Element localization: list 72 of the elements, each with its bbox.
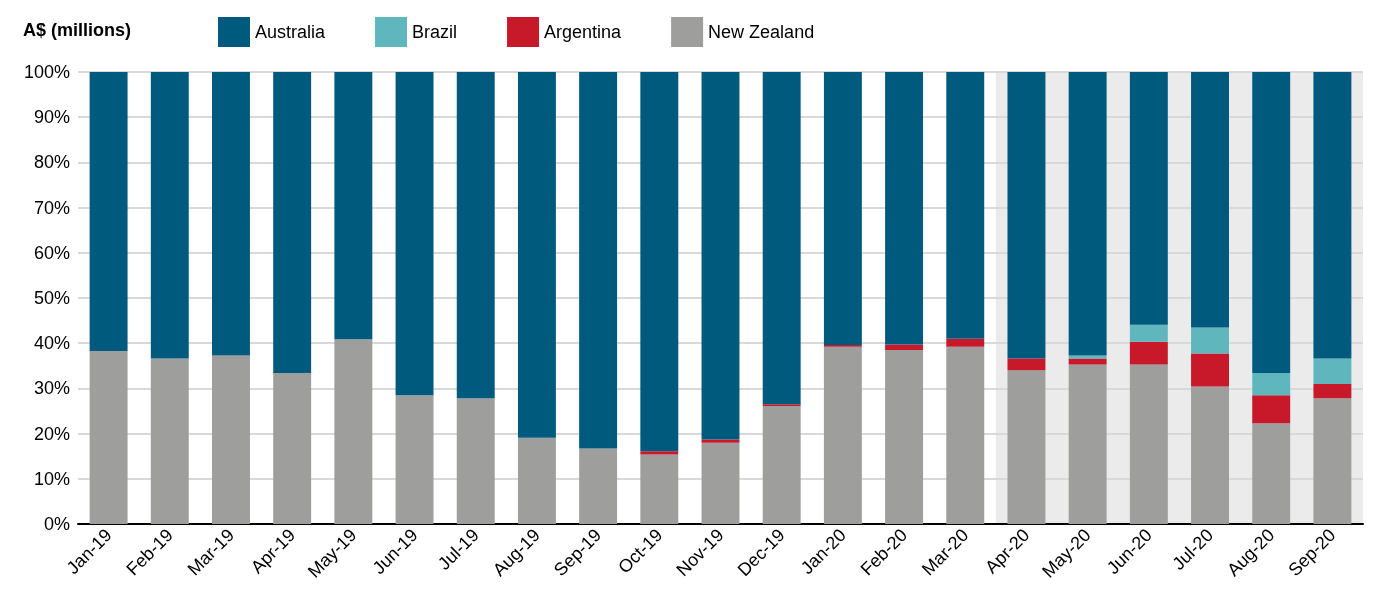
- y-tick-label: 10%: [33, 468, 70, 489]
- y-tick-label: 50%: [33, 288, 70, 308]
- bar: [640, 451, 679, 455]
- bar: [1129, 364, 1168, 524]
- bar: [212, 355, 250, 524]
- legend-label: New Zealand: [708, 22, 815, 42]
- bar: [456, 398, 495, 524]
- bar: [1129, 72, 1168, 325]
- bar: [823, 346, 862, 524]
- y-tick-label: 80%: [33, 152, 70, 173]
- bar: [1313, 358, 1352, 384]
- bar: [885, 349, 924, 524]
- bar: [1252, 72, 1291, 374]
- bar: [640, 72, 679, 452]
- bar: [150, 358, 189, 524]
- y-axis-title: A$ (millions): [23, 20, 132, 40]
- bar: [1191, 353, 1229, 387]
- y-tick-label: 0%: [43, 514, 70, 534]
- y-tick-label: 20%: [33, 423, 70, 444]
- y-tick-label: 100%: [23, 62, 70, 82]
- bar: [1129, 341, 1168, 365]
- bar: [579, 72, 618, 449]
- bar: [1191, 327, 1229, 354]
- bar: [946, 72, 985, 339]
- bar: [1191, 72, 1229, 328]
- bar: [885, 344, 924, 350]
- bar: [762, 72, 801, 405]
- bar: [1129, 324, 1168, 342]
- bar: [946, 346, 985, 524]
- bar: [273, 72, 312, 374]
- bar: [701, 442, 740, 524]
- y-tick-label: 70%: [33, 197, 70, 218]
- bar: [1313, 398, 1352, 524]
- bar: [1068, 364, 1107, 524]
- y-tick-label: 90%: [33, 107, 70, 128]
- legend-label: Australia: [255, 22, 327, 42]
- bar: [1007, 72, 1046, 359]
- bar: [334, 339, 373, 524]
- bar: [212, 72, 250, 356]
- bar: [1007, 358, 1046, 371]
- y-tick-label: 30%: [33, 378, 70, 399]
- bar: [89, 72, 128, 351]
- bar: [1313, 383, 1352, 399]
- bar: [823, 72, 862, 346]
- bar: [517, 72, 556, 438]
- bar: [1007, 370, 1046, 524]
- legend-label: Argentina: [544, 22, 623, 42]
- bar: [1313, 72, 1352, 359]
- bar: [701, 72, 740, 440]
- bar: [1252, 373, 1291, 396]
- y-tick-label: 60%: [33, 242, 70, 263]
- bar: [640, 454, 679, 524]
- bar: [1068, 355, 1107, 359]
- bar: [150, 72, 189, 359]
- bar: [273, 373, 312, 524]
- bar: [579, 448, 618, 524]
- legend-label: Brazil: [412, 22, 458, 42]
- bar: [1252, 395, 1291, 424]
- bar: [1068, 72, 1107, 356]
- bar: [946, 338, 985, 347]
- bar: [885, 72, 924, 345]
- bar: [334, 72, 373, 340]
- bar: [395, 395, 434, 524]
- bar: [1191, 386, 1229, 524]
- bar: [89, 350, 128, 524]
- bar: [395, 72, 434, 396]
- bar: [1252, 423, 1291, 524]
- bar: [517, 437, 556, 524]
- bar: [701, 439, 740, 443]
- bar: [456, 72, 495, 399]
- bar: [762, 406, 801, 524]
- y-tick-label: 40%: [33, 333, 70, 354]
